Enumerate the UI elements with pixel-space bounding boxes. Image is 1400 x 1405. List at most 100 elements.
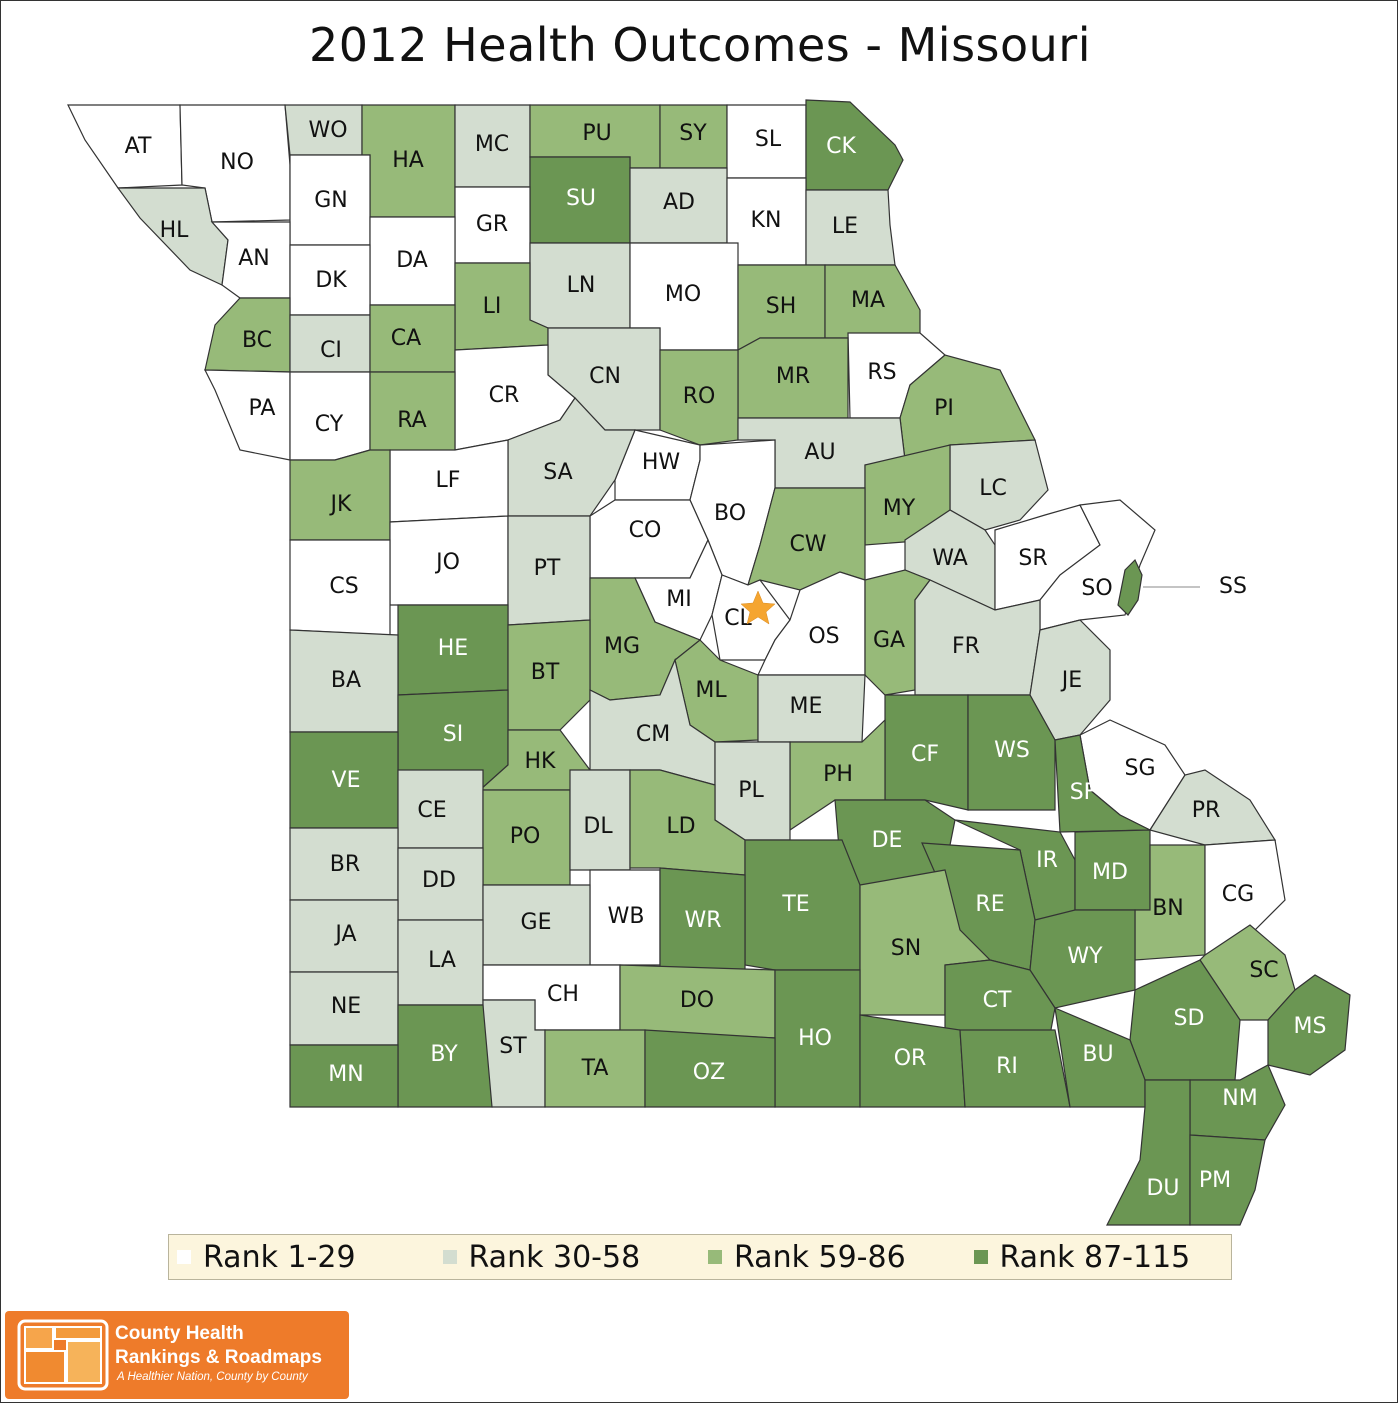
county-at <box>67 104 183 189</box>
county-label-ha: HA <box>392 148 424 173</box>
county-label-lc: LC <box>979 476 1007 501</box>
county-label-po: PO <box>510 824 541 849</box>
logo-tagline: A Healthier Nation, County by County <box>117 1371 308 1383</box>
county-label-sl: SL <box>755 127 782 152</box>
county-pa <box>204 369 291 461</box>
county-label-ir: IR <box>1036 848 1058 873</box>
county-label-ja: JA <box>333 922 356 947</box>
county-health-rankings-logo[interactable]: County Health Rankings & Roadmaps A Heal… <box>5 1311 349 1399</box>
county-label-ce: CE <box>417 798 446 823</box>
county-ms <box>1267 974 1351 1076</box>
county-label-ma: MA <box>851 288 885 313</box>
logo-map-icon <box>17 1319 109 1391</box>
county-label-da: DA <box>396 248 428 273</box>
county-label-cy: CY <box>315 412 344 437</box>
county-label-pm: PM <box>1199 1168 1231 1193</box>
county-label-cr: CR <box>489 383 520 408</box>
county-label-li: LI <box>483 294 502 319</box>
legend-swatch <box>442 1250 457 1264</box>
county-label-me: ME <box>790 694 823 719</box>
county-label-do: DO <box>680 988 714 1013</box>
county-cg <box>1204 839 1286 956</box>
county-label-ad: AD <box>663 190 695 215</box>
county-label-mg: MG <box>604 634 640 659</box>
county-label-gr: GR <box>476 212 508 237</box>
county-label-cs: CS <box>329 574 358 599</box>
county-label-hw: HW <box>642 450 681 475</box>
county-label-su: SU <box>566 186 596 211</box>
county-ss <box>1117 558 1143 616</box>
logo-title-line1: County Health <box>115 1323 244 1344</box>
county-label-du: DU <box>1146 1176 1179 1201</box>
county-label-te: TE <box>781 892 809 917</box>
county-label-pl: PL <box>738 778 764 803</box>
county-label-au: AU <box>804 440 835 465</box>
county-label-mr: MR <box>776 364 810 389</box>
county-label-br: BR <box>330 852 360 877</box>
map-title: 2012 Health Outcomes - Missouri <box>308 18 1091 72</box>
county-label-ra: RA <box>397 408 426 433</box>
county-label-fr: FR <box>952 634 980 659</box>
county-label-cw: CW <box>789 532 826 557</box>
county-label-ge: GE <box>521 910 552 935</box>
county-pm <box>1189 1134 1266 1226</box>
county-label-ms: MS <box>1294 1014 1327 1039</box>
county-label-ve: VE <box>332 768 361 793</box>
county-label-ta: TA <box>581 1056 609 1081</box>
county-label-ca: CA <box>391 326 421 351</box>
county-label-wy: WY <box>1067 944 1103 969</box>
county-label-la: LA <box>428 948 456 973</box>
legend-swatch <box>973 1250 988 1264</box>
county-label-kn: KN <box>751 208 782 233</box>
county-label-by: BY <box>430 1042 458 1067</box>
county-label-no: NO <box>220 150 254 175</box>
county-label-rs: RS <box>867 360 896 385</box>
county-label-sr: SR <box>1018 546 1047 571</box>
legend-label: Rank 30-58 <box>468 1239 641 1275</box>
county-label-sg: SG <box>1124 756 1155 781</box>
county-label-bn: BN <box>1152 896 1184 921</box>
capital-star-icon <box>740 590 776 625</box>
county-label-ws: WS <box>994 738 1030 763</box>
county-label-jo: JO <box>434 550 460 575</box>
county-label-so: SO <box>1081 576 1112 601</box>
county-du <box>1106 1079 1191 1226</box>
county-label-an: AN <box>238 246 270 271</box>
county-label-sy: SY <box>679 121 707 146</box>
county-label-mi: MI <box>666 587 691 612</box>
county-label-ho: HO <box>798 1026 832 1051</box>
county-label-mo: MO <box>665 282 701 307</box>
county-label-he: HE <box>438 636 468 661</box>
county-ro <box>659 349 739 446</box>
county-label-de: DE <box>872 828 903 853</box>
county-label-jk: JK <box>329 492 352 517</box>
county-label-cg: CG <box>1222 882 1254 907</box>
legend-item-rank-87-115: Rank 87-115 <box>966 1240 1232 1275</box>
county-label-gn: GN <box>314 188 348 213</box>
county-label-wo: WO <box>308 118 347 143</box>
county-label-ga: GA <box>873 628 905 653</box>
legend: Rank 1-29 Rank 30-58 Rank 59-86 Rank 87-… <box>168 1234 1232 1280</box>
legend-label: Rank 87-115 <box>999 1239 1191 1275</box>
legend-item-rank-59-86: Rank 59-86 <box>700 1240 966 1275</box>
county-label-nm: NM <box>1222 1086 1257 1111</box>
county-label-cf: CF <box>911 742 939 767</box>
county-label-co: CO <box>629 518 662 543</box>
county-label-pi: PI <box>934 396 954 421</box>
county-label-ph: PH <box>823 762 853 787</box>
county-label-bc: BC <box>242 328 272 353</box>
county-label-my: MY <box>883 496 916 521</box>
county-label-os: OS <box>808 624 839 649</box>
county-label-ln: LN <box>567 273 596 298</box>
county-label-bo: BO <box>714 501 746 526</box>
county-label-ri: RI <box>996 1054 1018 1079</box>
county-label-re: RE <box>975 892 1004 917</box>
county-label-mn: MN <box>328 1062 363 1087</box>
county-label-ml: ML <box>695 678 727 703</box>
county-label-ck: CK <box>826 134 856 159</box>
county-label-hl: HL <box>160 218 190 243</box>
county-label-bu: BU <box>1082 1042 1113 1067</box>
county-label-mc: MC <box>475 132 509 157</box>
